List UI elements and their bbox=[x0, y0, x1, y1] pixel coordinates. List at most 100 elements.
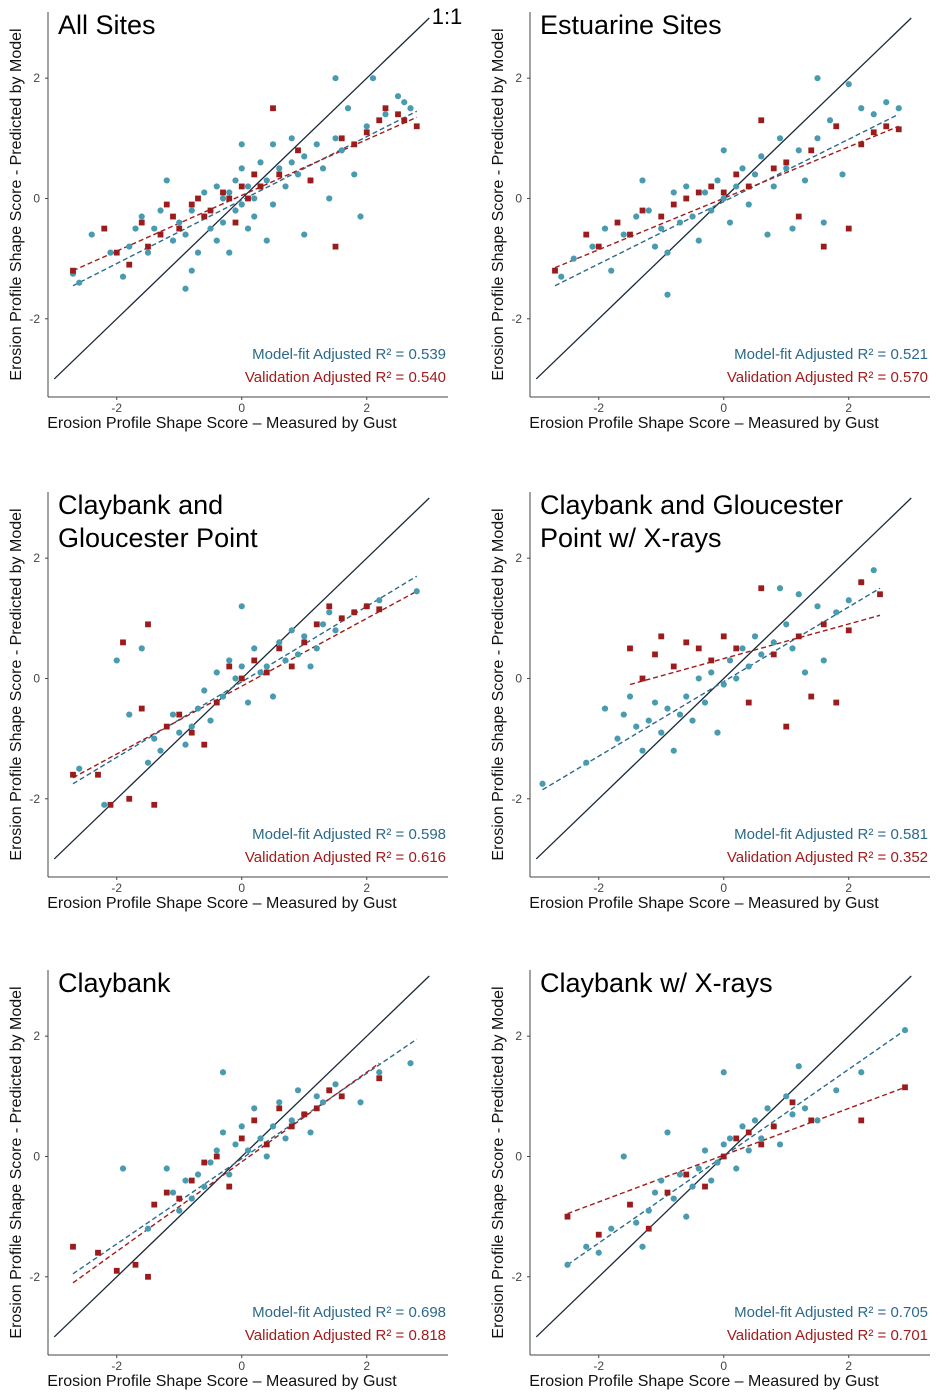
model-fit-point bbox=[608, 267, 615, 274]
validation-point bbox=[552, 267, 558, 274]
model-fit-point bbox=[251, 645, 258, 652]
validation-point bbox=[833, 699, 840, 706]
x-tick-label: 0 bbox=[720, 881, 727, 895]
model-fit-point bbox=[238, 663, 245, 670]
model-fit-point bbox=[783, 621, 790, 628]
validation-point bbox=[226, 1183, 233, 1190]
validation-point bbox=[163, 1189, 170, 1196]
validation-regression-line bbox=[72, 1062, 380, 1284]
validation-point bbox=[808, 693, 815, 700]
model-fit-point bbox=[257, 1135, 264, 1142]
model-fit-point bbox=[294, 1087, 302, 1094]
panel-title: Claybank and bbox=[58, 490, 223, 520]
model-fit-point bbox=[833, 609, 840, 616]
model-fit-point bbox=[845, 597, 852, 604]
model-fit-point bbox=[288, 135, 295, 142]
model-fit-point bbox=[651, 1189, 659, 1196]
y-tick-label: 0 bbox=[515, 191, 522, 205]
x-axis-label: Erosion Profile Shape Score – Measured b… bbox=[47, 895, 397, 912]
validation-point bbox=[70, 771, 76, 778]
model-fit-point bbox=[413, 588, 420, 595]
model-fit-point bbox=[282, 1135, 289, 1142]
x-tick-label: 0 bbox=[720, 401, 727, 415]
model-fit-point bbox=[626, 693, 634, 700]
validation-point bbox=[120, 639, 126, 646]
y-tick-label: -2 bbox=[511, 1270, 522, 1284]
validation-point bbox=[313, 1105, 320, 1112]
validation-r2-label: Validation Adjusted R² = 0.818 bbox=[245, 1327, 446, 1344]
model-fit-point bbox=[219, 1129, 227, 1136]
validation-point bbox=[70, 1243, 76, 1250]
validation-point bbox=[658, 213, 665, 220]
validation-point bbox=[295, 147, 301, 154]
model-fit-point bbox=[282, 657, 289, 664]
validation-point bbox=[301, 639, 308, 646]
model-fit-point bbox=[144, 759, 152, 766]
validation-point bbox=[870, 129, 877, 136]
model-fit-point bbox=[201, 189, 208, 196]
validation-point bbox=[664, 1189, 671, 1196]
model-fit-point bbox=[708, 1177, 715, 1184]
model-fit-point bbox=[564, 1261, 571, 1268]
model-fit-point bbox=[269, 141, 277, 148]
model-fit-point bbox=[901, 1027, 909, 1034]
validation-point bbox=[288, 1123, 295, 1130]
validation-point bbox=[138, 219, 145, 226]
validation-point bbox=[145, 1273, 151, 1280]
validation-point bbox=[652, 651, 658, 658]
model-fit-point bbox=[288, 1117, 295, 1124]
x-tick-label: 0 bbox=[238, 401, 245, 415]
model-fit-point bbox=[620, 231, 627, 238]
validation-point bbox=[213, 699, 220, 706]
model-fit-point bbox=[276, 639, 283, 646]
validation-r2-label: Validation Adjusted R² = 0.701 bbox=[727, 1327, 928, 1344]
model-fit-point bbox=[839, 171, 846, 178]
model-fit-point bbox=[244, 1147, 252, 1154]
model-fit-point bbox=[251, 1105, 258, 1112]
model-fit-point bbox=[726, 219, 734, 226]
validation-point bbox=[733, 1135, 740, 1142]
validation-point bbox=[595, 1231, 602, 1238]
validation-point bbox=[413, 123, 420, 130]
validation-point bbox=[276, 1105, 283, 1112]
validation-point bbox=[795, 213, 802, 220]
model-fit-point bbox=[313, 1093, 320, 1100]
model-fit-point bbox=[689, 213, 696, 220]
validation-point bbox=[789, 1099, 796, 1106]
validation-point bbox=[614, 219, 621, 226]
model-fit-point bbox=[194, 705, 202, 712]
validation-point bbox=[238, 1135, 245, 1142]
model-fit-point bbox=[620, 711, 627, 718]
validation-point bbox=[733, 171, 740, 178]
model-fit-point bbox=[739, 645, 746, 652]
model-fit-point bbox=[614, 735, 621, 742]
model-fit-point bbox=[88, 231, 95, 238]
validation-point bbox=[263, 669, 270, 676]
validation-point bbox=[132, 1261, 139, 1268]
x-tick-label: -2 bbox=[593, 1359, 604, 1373]
validation-point bbox=[770, 651, 777, 658]
validation-point bbox=[627, 231, 633, 238]
validation-regression-line bbox=[554, 125, 900, 269]
model-fit-point bbox=[726, 657, 734, 664]
model-fit-point bbox=[213, 183, 220, 190]
panel-title: Claybank and Gloucester bbox=[540, 490, 843, 520]
model-fit-point bbox=[783, 1093, 790, 1100]
model-fit-point bbox=[820, 657, 827, 664]
model-fit-point bbox=[758, 153, 765, 160]
model-fit-point bbox=[219, 195, 227, 202]
panel-title: All Sites bbox=[58, 10, 156, 40]
model-fit-point bbox=[132, 225, 139, 232]
validation-point bbox=[758, 117, 765, 124]
identity-line bbox=[53, 975, 430, 1338]
model-fit-point bbox=[651, 243, 659, 250]
model-fit-point bbox=[701, 1147, 709, 1154]
model-fit-point bbox=[714, 729, 721, 736]
model-fit-point bbox=[708, 669, 715, 676]
model-fit-point bbox=[238, 165, 245, 172]
model-fit-point bbox=[369, 75, 377, 82]
validation-point bbox=[376, 1075, 383, 1082]
validation-point bbox=[720, 189, 727, 196]
model-fit-point bbox=[207, 1159, 214, 1166]
